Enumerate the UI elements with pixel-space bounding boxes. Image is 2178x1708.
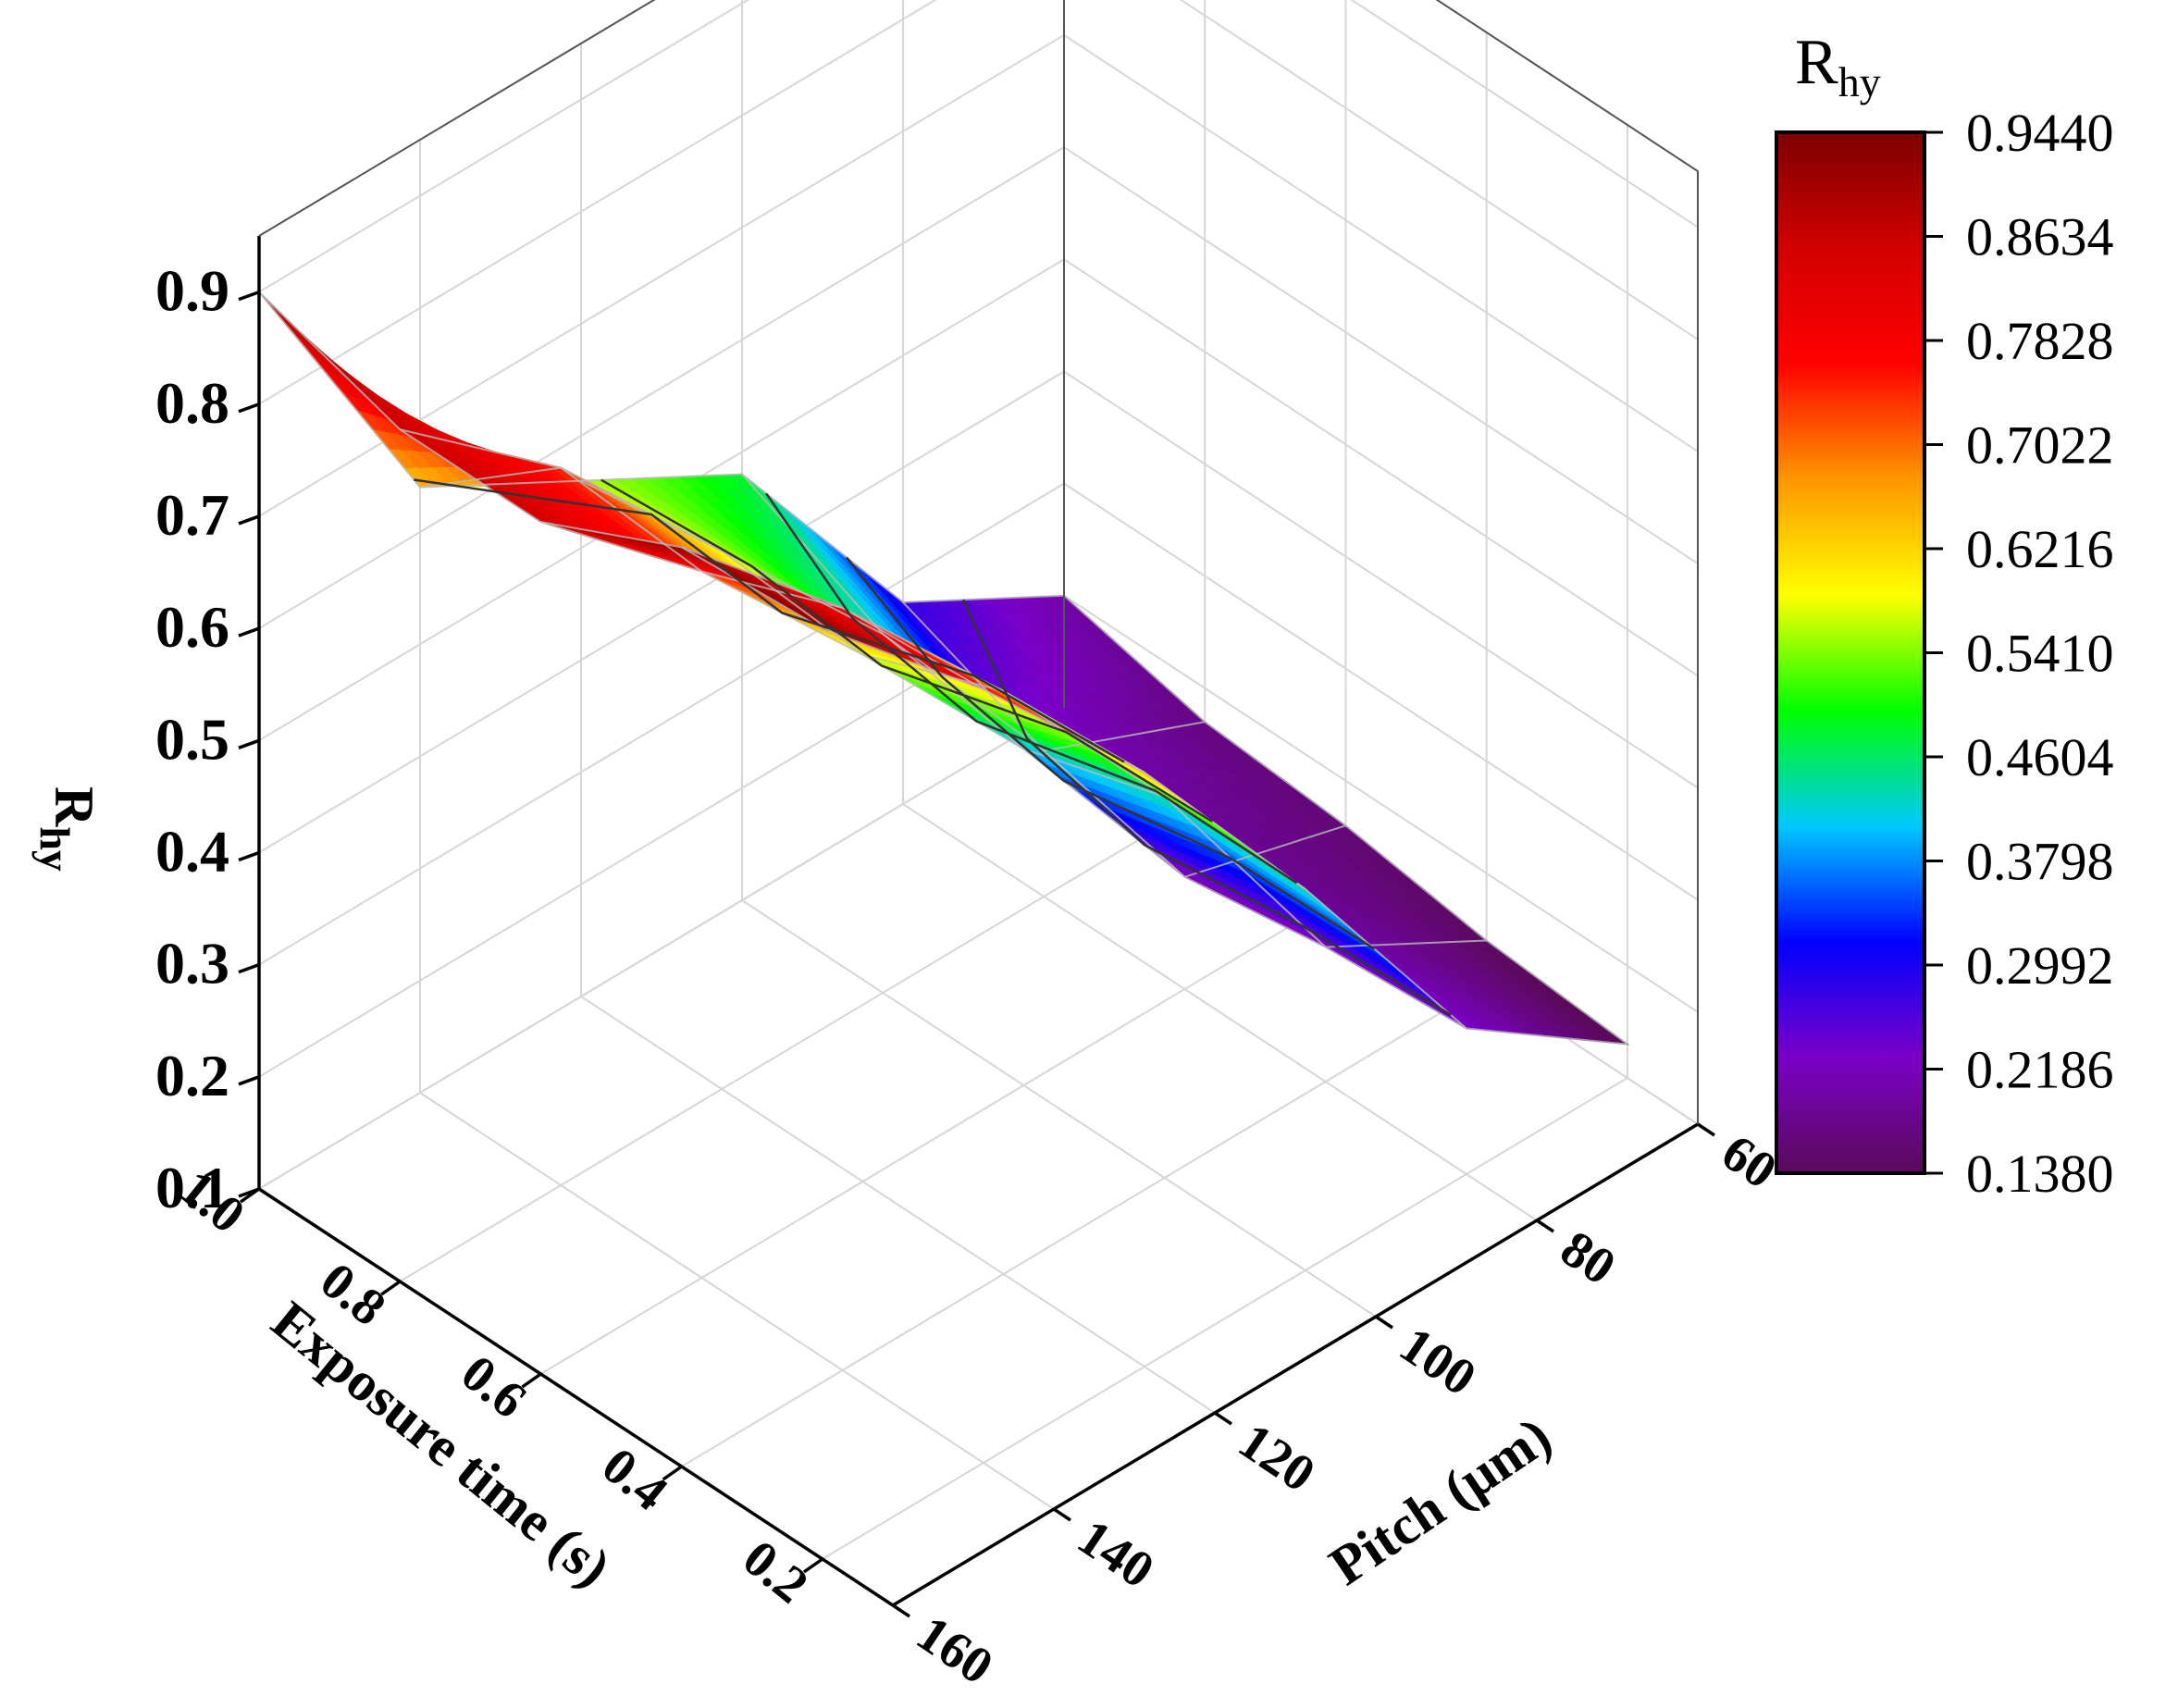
contour-line — [962, 599, 1452, 1017]
floor-gridline — [681, 984, 1488, 1467]
x-tick-label: 0.4 — [591, 1437, 677, 1522]
colorbar-tick-label: 0.4604 — [1966, 727, 2114, 787]
wall-gridline — [258, 0, 1699, 405]
z-tick-label: 0.8 — [155, 370, 229, 436]
colorbar-tick-label: 0.7828 — [1966, 311, 2114, 371]
floor-gridline — [741, 899, 1377, 1318]
z-tick-label: 0.2 — [155, 1043, 229, 1108]
z-tick-mark — [238, 290, 260, 302]
colorbar-tick-label: 0.5410 — [1966, 624, 2114, 684]
contour-line — [414, 478, 1125, 763]
floor-gridline — [419, 1092, 1055, 1510]
box-frame — [258, 0, 1699, 1124]
x-tick-mark — [521, 1372, 542, 1389]
colorbar-tick-label: 0.6216 — [1966, 519, 2114, 579]
z-tick-label: 0.7 — [155, 482, 229, 548]
colorbar-tick-label: 0.3798 — [1966, 832, 2114, 892]
floor-gridline — [399, 799, 1206, 1282]
z-tick-mark — [238, 850, 260, 862]
contour-line — [846, 556, 1376, 950]
y-tick-label: 100 — [1390, 1316, 1486, 1406]
floor-gridline — [822, 1077, 1628, 1560]
x-tick-mark — [239, 1187, 261, 1204]
colorbar: Rhy 0.9440 0.8634 0.7828 0.7022 0.6216 0.5410… — [1775, 27, 2114, 1204]
z-axis-ticks: 0.1 0.2 0.3 0.4 0.5 0.6 0.7 0.8 0.9 — [155, 258, 260, 1220]
x-tick-label: 0.6 — [451, 1344, 537, 1430]
surface-mesh-line — [1063, 595, 1628, 1046]
y-tick-label: 120 — [1229, 1412, 1325, 1503]
surface-mesh-line — [580, 479, 1145, 774]
z-tick-label: 0.1 — [155, 1155, 229, 1220]
z-tick-label: 0.4 — [155, 818, 229, 884]
z-tick-mark — [238, 1075, 260, 1086]
surface-mesh-line — [540, 521, 1346, 878]
surface-mesh-line — [258, 291, 1065, 603]
axes-frame — [257, 0, 1699, 1607]
surface-mesh-line — [258, 291, 823, 630]
z-tick-label: 0.6 — [155, 594, 229, 660]
colorbar-scale — [1775, 130, 1926, 1175]
x-axis-title: Exposure time (s) — [261, 1290, 622, 1599]
wall-gridline — [258, 0, 1699, 293]
colorbar-tick-label: 0.9440 — [1966, 103, 2114, 163]
z-tick-mark — [238, 514, 260, 526]
x-axis-line — [258, 1187, 894, 1607]
contour-line — [600, 478, 1213, 823]
y-tick-mark — [1214, 1411, 1232, 1426]
x-tick-mark — [802, 1557, 823, 1574]
colorbar-ticks: 0.9440 0.8634 0.7828 0.7022 0.6216 0.5410 0.46… — [1924, 103, 2114, 1204]
surface-mesh-line — [419, 466, 984, 690]
y-tick-label: 160 — [907, 1604, 1003, 1695]
colorbar-tick-label: 0.1380 — [1966, 1144, 2114, 1204]
contour-line — [765, 492, 1298, 885]
z-tick-mark — [238, 626, 260, 637]
colorbar-tick-label: 0.2186 — [1966, 1040, 2114, 1100]
z-axis-title: Rhy — [31, 786, 105, 872]
surface-mesh-line — [902, 601, 1467, 1030]
floor-gridline — [539, 892, 1346, 1375]
floor-gridline — [580, 996, 1216, 1414]
x-tick-mark — [380, 1280, 402, 1296]
y-tick-label: 80 — [1551, 1219, 1626, 1296]
y-tick-label: 140 — [1068, 1508, 1164, 1599]
colorbar-tick-label: 0.2992 — [1966, 935, 2114, 996]
x-tick-label: 0.2 — [732, 1529, 818, 1615]
x-axis-ticks: 1.00.80.60.40.2 — [168, 1159, 823, 1615]
y-axis-title: Pitch (μm) — [1318, 1405, 1562, 1597]
y-tick-mark — [1053, 1507, 1071, 1522]
z-tick-label: 0.3 — [155, 931, 229, 996]
y-tick-mark — [1697, 1122, 1715, 1137]
z-tick-label: 0.5 — [155, 706, 229, 772]
surface-plot — [258, 291, 1630, 1046]
x-tick-mark — [662, 1465, 683, 1481]
colorbar-title: Rhy — [1795, 27, 1881, 105]
y-axis-line — [892, 1122, 1699, 1607]
colorbar-tick-label: 0.8634 — [1966, 207, 2114, 267]
z-tick-mark — [238, 963, 260, 974]
floor-gridline — [902, 803, 1538, 1221]
z-tick-mark — [238, 738, 260, 749]
y-tick-mark — [892, 1603, 910, 1618]
z-tick-mark — [238, 402, 260, 414]
z-tick-label: 0.9 — [155, 258, 229, 324]
y-tick-mark — [1536, 1219, 1554, 1233]
y-tick-mark — [1375, 1315, 1393, 1330]
colorbar-tick-label: 0.7022 — [1966, 415, 2114, 476]
